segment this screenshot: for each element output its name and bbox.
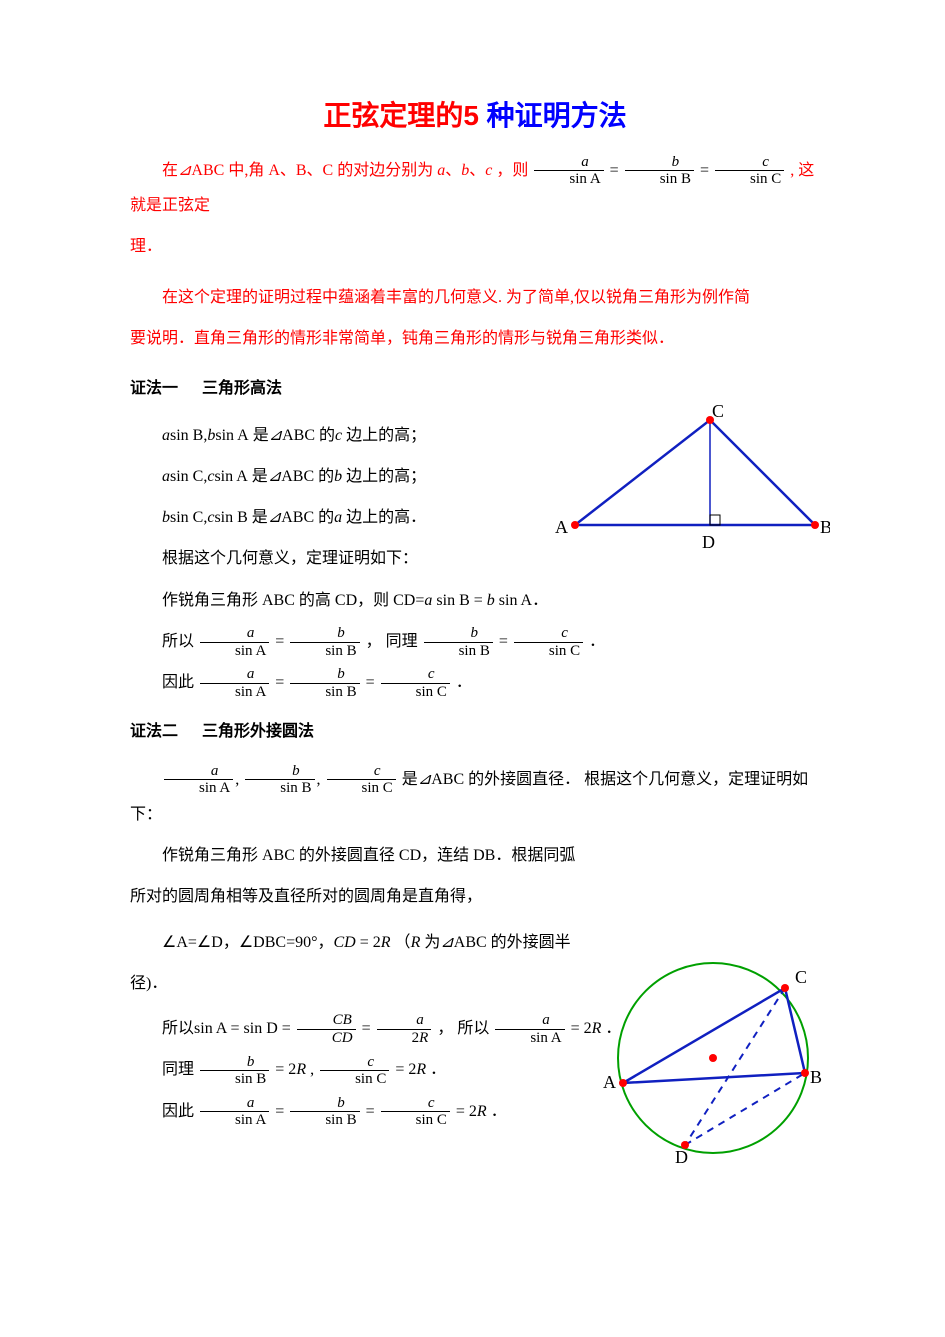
- svg-text:C: C: [712, 405, 724, 421]
- document-page: 正弦定理的5 种证明方法 在⊿ABC 中,角 A、B、C 的对边分别为 a、b、…: [0, 0, 945, 1337]
- title-part1: 正弦定理的: [323, 100, 463, 131]
- title-five: 5: [463, 100, 479, 131]
- intro-line-2: 在这个定理的证明过程中蕴涵着丰富的几何意义. 为了简单,仅以锐角三角形为例作简: [130, 280, 820, 315]
- p2-line2: 作锐角三角形 ABC 的外接圆直径 CD，连结 DB．根据同弧: [130, 838, 820, 873]
- p2-line1: asin A, bsin B, csin C 是⊿ABC 的外接圆直径． 根据这…: [130, 762, 820, 833]
- proof2-heading: 证法二三角形外接圆法: [130, 714, 820, 749]
- frac-c-sinC: csin C: [715, 154, 784, 188]
- figure-triangle-altitude: A B C D: [550, 405, 830, 555]
- proof1-heading: 证法一三角形高法: [130, 371, 820, 406]
- intro-line-3: 要说明．直角三角形的情形非常简单，钝角三角形的情形与锐角三角形类似．: [130, 321, 820, 356]
- svg-text:B: B: [810, 1067, 822, 1087]
- frac-b-sinB: bsin B: [625, 154, 694, 188]
- p1-line5: 作锐角三角形 ABC 的高 CD，则 CD=a sin B = b sin A．: [130, 583, 820, 618]
- intro-line-1b: 理．: [130, 229, 820, 264]
- p1-line6: 所以 asin A = bsin B ， 同理 bsin B = csin C …: [130, 624, 820, 659]
- page-title: 正弦定理的5 种证明方法: [130, 85, 820, 147]
- svg-text:A: A: [555, 517, 568, 537]
- intro-line-1: 在⊿ABC 中,角 A、B、C 的对边分别为 a、b、c ，则 asin A =…: [130, 153, 820, 224]
- svg-text:D: D: [675, 1147, 688, 1167]
- svg-text:A: A: [603, 1072, 616, 1092]
- p1-line7: 因此 asin A = bsin B = csin C ．: [130, 665, 820, 700]
- svg-text:B: B: [820, 517, 830, 537]
- title-part2: 种证明方法: [479, 100, 627, 131]
- p2-line3: 所对的圆周角相等及直径所对的圆周角是直角得，: [130, 879, 820, 914]
- frac-a-sinA: asin A: [534, 154, 603, 188]
- svg-text:D: D: [702, 532, 715, 552]
- figure-circumcircle: ABCD: [600, 953, 830, 1163]
- svg-text:C: C: [795, 967, 807, 987]
